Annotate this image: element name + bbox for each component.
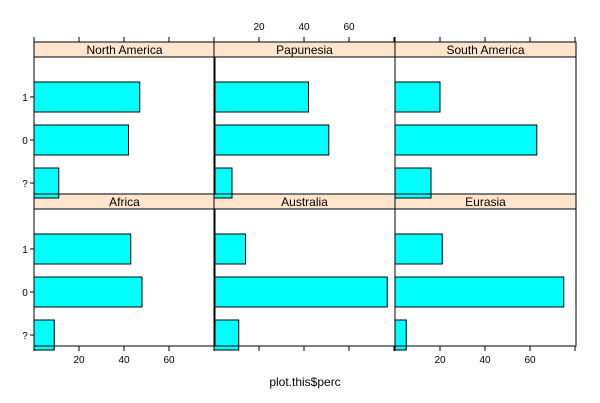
bar-africa-0 bbox=[33, 276, 143, 308]
bar-south-america-0 bbox=[394, 124, 538, 156]
bar-north-america-0 bbox=[33, 124, 129, 156]
strip-label-south-america: South America bbox=[446, 43, 524, 57]
strip-label-eurasia: Eurasia bbox=[465, 195, 506, 209]
bar-africa-1 bbox=[33, 233, 132, 265]
x-tick-label: 20 bbox=[434, 355, 446, 366]
bar-australia-unknown bbox=[213, 319, 240, 351]
x-tick-label: 40 bbox=[298, 22, 310, 33]
bar-south-america-unknown bbox=[394, 167, 432, 199]
bar-north-america-unknown bbox=[33, 167, 60, 199]
axes-layer: 1 0? 1 0? 20 40 60 20 40 60 20 40 60 bbox=[22, 22, 576, 366]
x-tick-label: 40 bbox=[479, 355, 491, 366]
strip-label-africa: Africa bbox=[109, 195, 140, 209]
y-tick-label: 1 bbox=[22, 245, 28, 256]
bar-north-america-1 bbox=[33, 81, 141, 113]
y-tick-label: 1 bbox=[22, 93, 28, 104]
x-tick-label: 20 bbox=[253, 22, 265, 33]
strip-label-australia: Australia bbox=[281, 195, 328, 209]
x-tick-label: 40 bbox=[118, 355, 130, 366]
panel-strips: North America Papunesia South America Afric… bbox=[33, 41, 577, 210]
bar-papunesia-1 bbox=[213, 81, 309, 113]
x-tick-label: 60 bbox=[343, 22, 355, 33]
panel-frame-north-america bbox=[33, 56, 216, 195]
x-tick-label: 60 bbox=[524, 355, 536, 366]
bar-australia-1 bbox=[213, 233, 246, 265]
panel-frame-south-america bbox=[394, 56, 577, 195]
bar-australia-0 bbox=[213, 276, 388, 308]
y-tick-label: ? bbox=[22, 179, 28, 190]
bar-eurasia-0 bbox=[394, 276, 565, 308]
bars-layer bbox=[33, 81, 565, 351]
y-tick-label: 0 bbox=[22, 136, 28, 147]
bar-papunesia-0 bbox=[213, 124, 330, 156]
x-axis-label: plot.this$perc bbox=[269, 375, 340, 389]
x-tick-label: 60 bbox=[163, 355, 175, 366]
strip-label-papunesia: Papunesia bbox=[276, 43, 333, 57]
x-tick-label: 20 bbox=[73, 355, 85, 366]
y-tick-label: 0 bbox=[22, 288, 28, 299]
y-tick-label: ? bbox=[22, 331, 28, 342]
bar-south-america-1 bbox=[394, 81, 441, 113]
bar-eurasia-1 bbox=[394, 233, 443, 265]
strip-label-north-america: North America bbox=[86, 43, 162, 57]
